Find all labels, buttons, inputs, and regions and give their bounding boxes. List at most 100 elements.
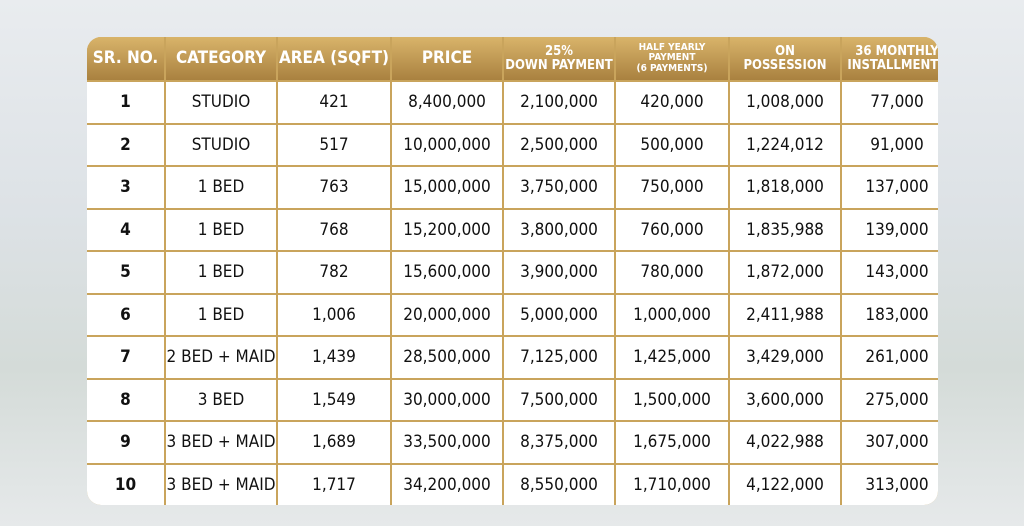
cell: 2,411,988 (730, 294, 840, 335)
cell: 7,500,000 (504, 379, 614, 420)
cell: STUDIO (166, 124, 276, 165)
cell: 7,125,000 (504, 337, 614, 378)
cell: 1,872,000 (730, 252, 840, 293)
cell: 3,750,000 (504, 167, 614, 208)
cell: 1,717 (278, 464, 390, 505)
cell: 1,439 (278, 337, 390, 378)
row-number: 7 (87, 337, 164, 378)
cell: 2,500,000 (504, 124, 614, 165)
cell: 15,200,000 (392, 209, 502, 250)
cell: 8,375,000 (504, 422, 614, 463)
cell: 3,600,000 (730, 379, 840, 420)
cell: 1,425,000 (616, 337, 728, 378)
row-number: 6 (87, 294, 164, 335)
header-text: AREA (SQFT) (278, 47, 390, 68)
cell: 760,000 (616, 209, 728, 250)
cell: 1 BED (166, 252, 276, 293)
header-cell: 36 MONTHLY INSTALLMENTS (842, 37, 938, 80)
row-number: 1 (87, 82, 164, 123)
cell: 10,000,000 (392, 124, 502, 165)
row-number: 5 (87, 252, 164, 293)
cell: 33,500,000 (392, 422, 502, 463)
cell: 261,000 (842, 337, 938, 378)
cell: 77,000 (842, 82, 938, 123)
row-number: 9 (87, 422, 164, 463)
header-cell: SR. NO. (87, 37, 164, 80)
cell: 2 BED + MAID (166, 337, 276, 378)
cell: 143,000 (842, 252, 938, 293)
cell: 1,675,000 (616, 422, 728, 463)
header-cell: 25% DOWN PAYMENT (504, 37, 614, 80)
cell: 15,600,000 (392, 252, 502, 293)
header-text: 25% (545, 43, 573, 59)
cell: 5,000,000 (504, 294, 614, 335)
cell: 1 BED (166, 167, 276, 208)
cell: 517 (278, 124, 390, 165)
cell: 34,200,000 (392, 464, 502, 505)
cell: 20,000,000 (392, 294, 502, 335)
cell: 500,000 (616, 124, 728, 165)
header-text: INSTALLMENTS (847, 57, 938, 73)
cell: 1,689 (278, 422, 390, 463)
header-cell: AREA (SQFT) (278, 37, 390, 80)
cell: 28,500,000 (392, 337, 502, 378)
cell: 750,000 (616, 167, 728, 208)
cell: 15,000,000 (392, 167, 502, 208)
cell: 421 (278, 82, 390, 123)
header-text: POSSESSION (743, 57, 827, 73)
cell: 183,000 (842, 294, 938, 335)
cell: 763 (278, 167, 390, 208)
cell: 1 BED (166, 209, 276, 250)
cell: 30,000,000 (392, 379, 502, 420)
header-text: 36 MONTHLY (855, 43, 938, 59)
cell: STUDIO (166, 82, 276, 123)
cell: 91,000 (842, 124, 938, 165)
cell: 1,835,988 (730, 209, 840, 250)
header-text: HALF YEARLY (638, 41, 706, 53)
row-number: 10 (87, 464, 164, 505)
header-cell: PRICE (392, 37, 502, 80)
cell: 3 BED + MAID (166, 422, 276, 463)
row-number: 2 (87, 124, 164, 165)
row-number: 8 (87, 379, 164, 420)
cell: 8,550,000 (504, 464, 614, 505)
header-text: PRICE (421, 47, 473, 68)
cell: 782 (278, 252, 390, 293)
cell: 1,500,000 (616, 379, 728, 420)
header-cell: CATEGORY (166, 37, 276, 80)
cell: 420,000 (616, 82, 728, 123)
price-table: SR. NO. CATEGORY AREA (SQFT) PRICE 25% DOWN P… (87, 37, 938, 505)
cell: 1,006 (278, 294, 390, 335)
row-number: 4 (87, 209, 164, 250)
cell: 275,000 (842, 379, 938, 420)
cell: 307,000 (842, 422, 938, 463)
cell: 780,000 (616, 252, 728, 293)
cell: 1,549 (278, 379, 390, 420)
cell: 1,000,000 (616, 294, 728, 335)
header-text: SR. NO. (92, 47, 159, 68)
cell: 8,400,000 (392, 82, 502, 123)
cell: 4,022,988 (730, 422, 840, 463)
cell: 3 BED (166, 379, 276, 420)
header-text: CATEGORY (175, 47, 267, 68)
header-cell: HALF YEARLY PAYMENT (6 PAYMENTS) (616, 37, 728, 80)
cell: 313,000 (842, 464, 938, 505)
cell: 3,800,000 (504, 209, 614, 250)
header-text: PAYMENT (648, 52, 696, 64)
cell: 1,008,000 (730, 82, 840, 123)
cell: 1,818,000 (730, 167, 840, 208)
header-text: DOWN PAYMENT (505, 57, 613, 73)
cell: 3,429,000 (730, 337, 840, 378)
cell: 768 (278, 209, 390, 250)
cell: 1,224,012 (730, 124, 840, 165)
row-number: 3 (87, 167, 164, 208)
header-text: (6 PAYMENTS) (636, 62, 708, 74)
cell: 3 BED + MAID (166, 464, 276, 505)
cell: 4,122,000 (730, 464, 840, 505)
header-text: ON (775, 43, 795, 59)
cell: 137,000 (842, 167, 938, 208)
cell: 3,900,000 (504, 252, 614, 293)
cell: 2,100,000 (504, 82, 614, 123)
cell: 1 BED (166, 294, 276, 335)
header-cell: ON POSSESSION (730, 37, 840, 80)
